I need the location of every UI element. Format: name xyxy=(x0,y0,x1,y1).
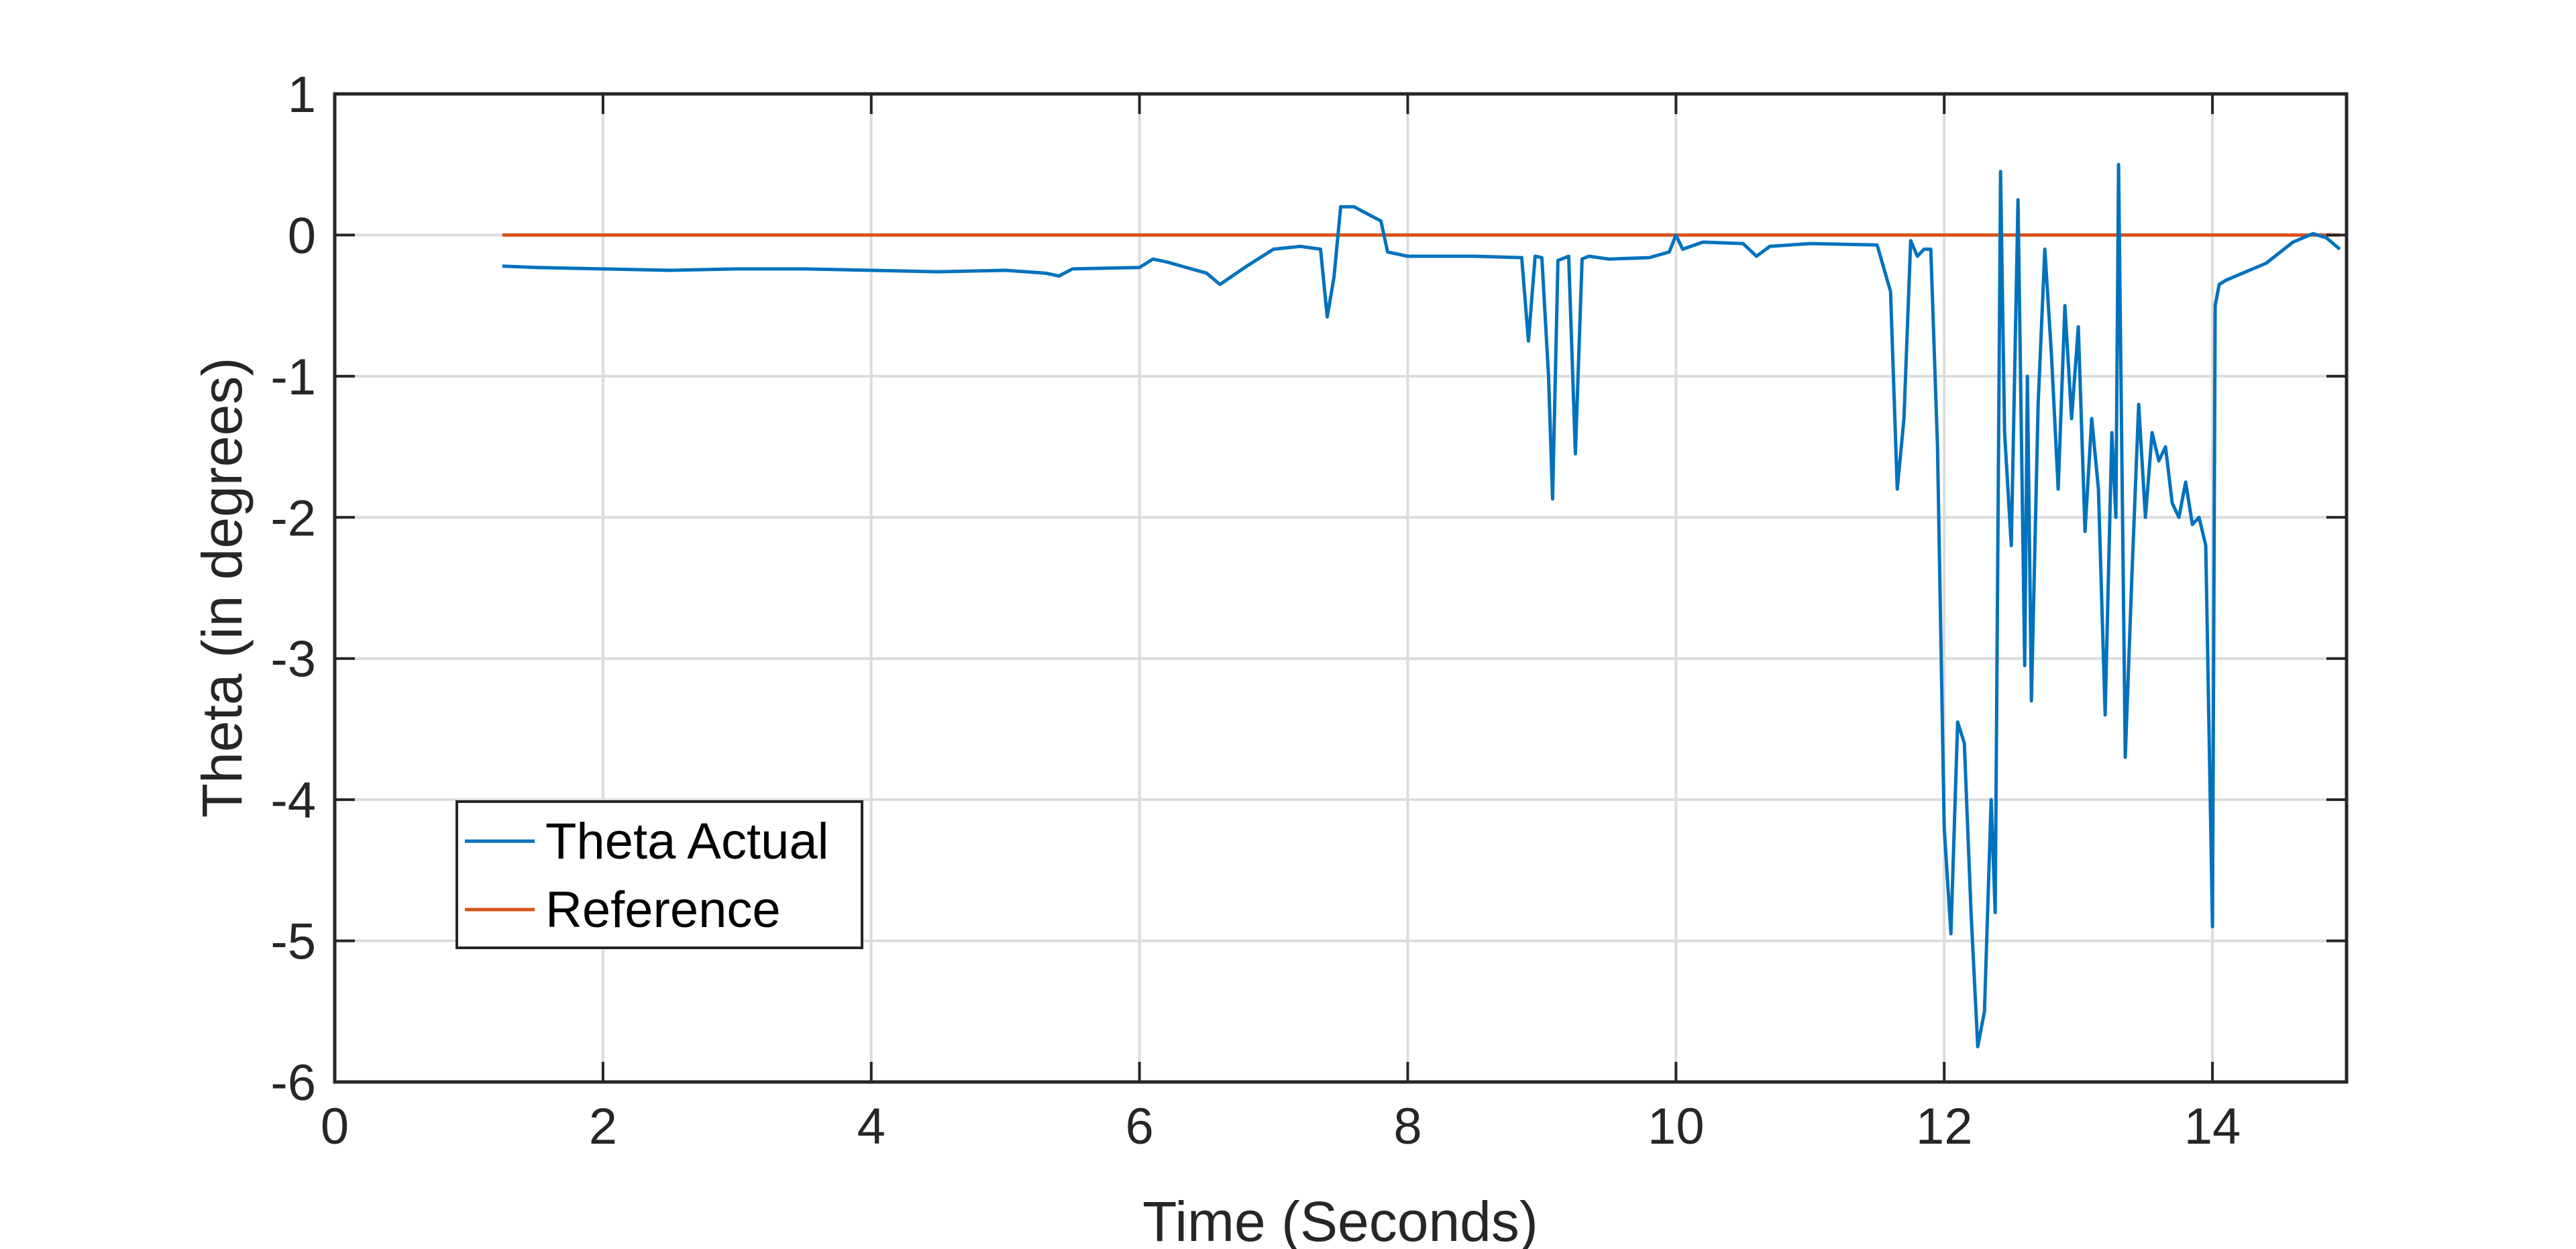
y-tick-label-neg3: -3 xyxy=(270,631,316,688)
y-tick-label-0: 0 xyxy=(288,207,316,264)
y-tick-label-1: 1 xyxy=(288,66,316,123)
x-tick-label-8: 8 xyxy=(1393,1098,1421,1155)
legend-label-reference: Reference xyxy=(545,881,781,938)
legend-box xyxy=(455,800,863,949)
y-tick-label-neg4: -4 xyxy=(270,772,316,829)
x-axis-label: Time (Seconds) xyxy=(1142,1190,1538,1249)
plot-frame xyxy=(333,92,2349,1084)
y-tick-label-neg1: -1 xyxy=(270,349,316,406)
x-tick-label-6: 6 xyxy=(1125,1098,1153,1155)
legend: Theta Actual Reference xyxy=(455,800,863,949)
y-tick-label-neg5: -5 xyxy=(270,914,316,971)
x-tick-label-10: 10 xyxy=(1648,1098,1705,1155)
series-layer xyxy=(502,162,2341,1048)
x-tick-label-14: 14 xyxy=(2184,1098,2241,1155)
x-tick-label-4: 4 xyxy=(857,1098,885,1155)
y-tick-label-neg6: -6 xyxy=(270,1054,316,1111)
x-tick-label-2: 2 xyxy=(589,1098,617,1155)
y-tick-label-neg2: -2 xyxy=(270,490,316,547)
x-tick-label-0: 0 xyxy=(321,1098,349,1155)
x-tick-label-12: 12 xyxy=(1916,1098,1973,1155)
legend-label-theta-actual: Theta Actual xyxy=(545,813,829,870)
axis-ticks xyxy=(333,93,2347,1083)
series-line-theta-actual xyxy=(502,162,2341,1048)
y-axis-label: Theta (in degrees) xyxy=(191,358,254,818)
